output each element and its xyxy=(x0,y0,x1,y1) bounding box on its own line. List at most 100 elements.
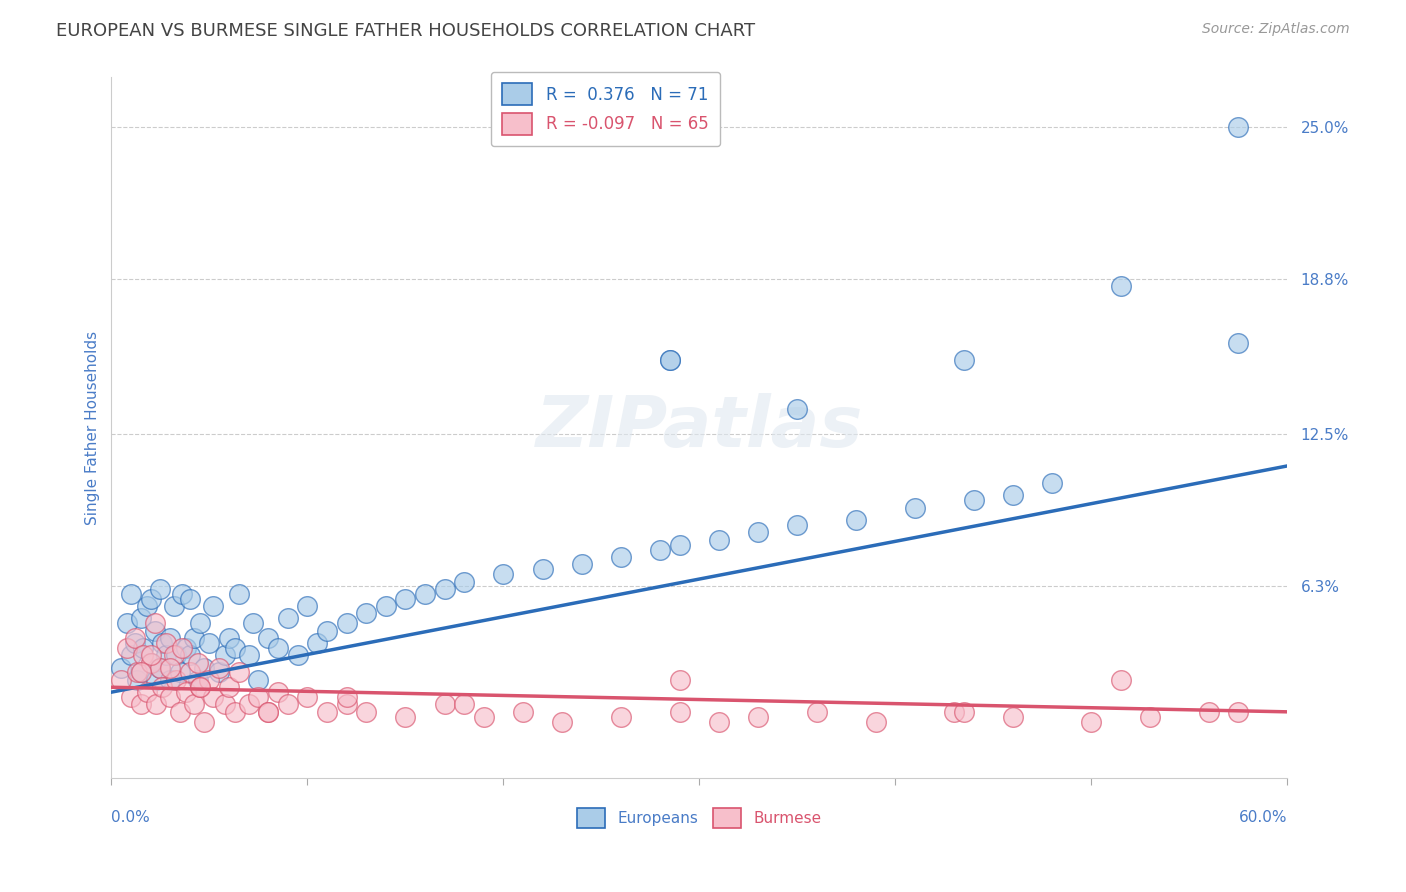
Point xyxy=(208,665,231,680)
Point xyxy=(668,673,690,687)
Point xyxy=(707,533,730,547)
Point xyxy=(165,673,187,687)
Point xyxy=(218,680,240,694)
Point xyxy=(129,698,152,712)
Point xyxy=(610,549,633,564)
Point xyxy=(149,660,172,674)
Point xyxy=(143,624,166,638)
Point xyxy=(1040,476,1063,491)
Point xyxy=(159,631,181,645)
Point xyxy=(1227,705,1250,719)
Point xyxy=(297,690,319,704)
Point xyxy=(1198,705,1220,719)
Point xyxy=(139,591,162,606)
Point xyxy=(193,660,215,674)
Text: 60.0%: 60.0% xyxy=(1239,811,1288,825)
Point xyxy=(179,648,201,663)
Text: ZIPatlas: ZIPatlas xyxy=(536,393,863,462)
Point xyxy=(218,631,240,645)
Point xyxy=(963,493,986,508)
Point xyxy=(159,660,181,674)
Point xyxy=(707,714,730,729)
Point xyxy=(453,698,475,712)
Point xyxy=(257,705,280,719)
Point xyxy=(174,685,197,699)
Point xyxy=(228,587,250,601)
Text: 0.0%: 0.0% xyxy=(111,811,150,825)
Point xyxy=(193,714,215,729)
Point xyxy=(571,558,593,572)
Point xyxy=(1139,710,1161,724)
Point xyxy=(453,574,475,589)
Point xyxy=(316,624,339,638)
Point xyxy=(135,599,157,613)
Legend: Europeans, Burmese: Europeans, Burmese xyxy=(571,802,827,834)
Point xyxy=(806,705,828,719)
Point xyxy=(224,640,246,655)
Point xyxy=(267,685,290,699)
Point xyxy=(110,673,132,687)
Point xyxy=(316,705,339,719)
Point xyxy=(198,673,221,687)
Point xyxy=(179,665,201,680)
Point xyxy=(155,636,177,650)
Point xyxy=(125,665,148,680)
Point xyxy=(247,673,270,687)
Point xyxy=(165,648,187,663)
Point xyxy=(202,690,225,704)
Point xyxy=(163,599,186,613)
Point xyxy=(135,685,157,699)
Point xyxy=(187,673,209,687)
Point xyxy=(297,599,319,613)
Point xyxy=(228,665,250,680)
Point xyxy=(658,353,681,368)
Point xyxy=(953,353,976,368)
Point xyxy=(120,587,142,601)
Point xyxy=(257,631,280,645)
Point xyxy=(188,680,211,694)
Point xyxy=(668,538,690,552)
Point xyxy=(786,518,808,533)
Point xyxy=(214,698,236,712)
Point xyxy=(132,640,155,655)
Point xyxy=(149,582,172,596)
Point xyxy=(1080,714,1102,729)
Point xyxy=(512,705,534,719)
Point xyxy=(394,591,416,606)
Point xyxy=(492,567,515,582)
Point xyxy=(336,616,357,631)
Point xyxy=(1109,279,1132,293)
Text: EUROPEAN VS BURMESE SINGLE FATHER HOUSEHOLDS CORRELATION CHART: EUROPEAN VS BURMESE SINGLE FATHER HOUSEH… xyxy=(56,22,755,40)
Text: Source: ZipAtlas.com: Source: ZipAtlas.com xyxy=(1202,22,1350,37)
Point xyxy=(277,698,299,712)
Point xyxy=(1001,710,1024,724)
Point xyxy=(658,353,681,368)
Point xyxy=(531,562,554,576)
Point xyxy=(159,690,181,704)
Point xyxy=(1109,673,1132,687)
Point xyxy=(129,665,152,680)
Point xyxy=(650,542,672,557)
Point xyxy=(472,710,495,724)
Point xyxy=(198,636,221,650)
Point xyxy=(747,710,769,724)
Point xyxy=(1227,120,1250,134)
Point xyxy=(139,656,162,670)
Point xyxy=(943,705,966,719)
Point xyxy=(307,636,329,650)
Point xyxy=(170,640,193,655)
Point xyxy=(169,665,191,680)
Point xyxy=(287,648,309,663)
Point xyxy=(139,656,162,670)
Point xyxy=(129,611,152,625)
Point xyxy=(374,599,396,613)
Point xyxy=(354,705,377,719)
Point xyxy=(865,714,887,729)
Point xyxy=(120,690,142,704)
Point xyxy=(163,648,186,663)
Point xyxy=(115,640,138,655)
Point xyxy=(149,660,172,674)
Point xyxy=(188,616,211,631)
Point xyxy=(145,673,167,687)
Y-axis label: Single Father Households: Single Father Households xyxy=(86,331,100,524)
